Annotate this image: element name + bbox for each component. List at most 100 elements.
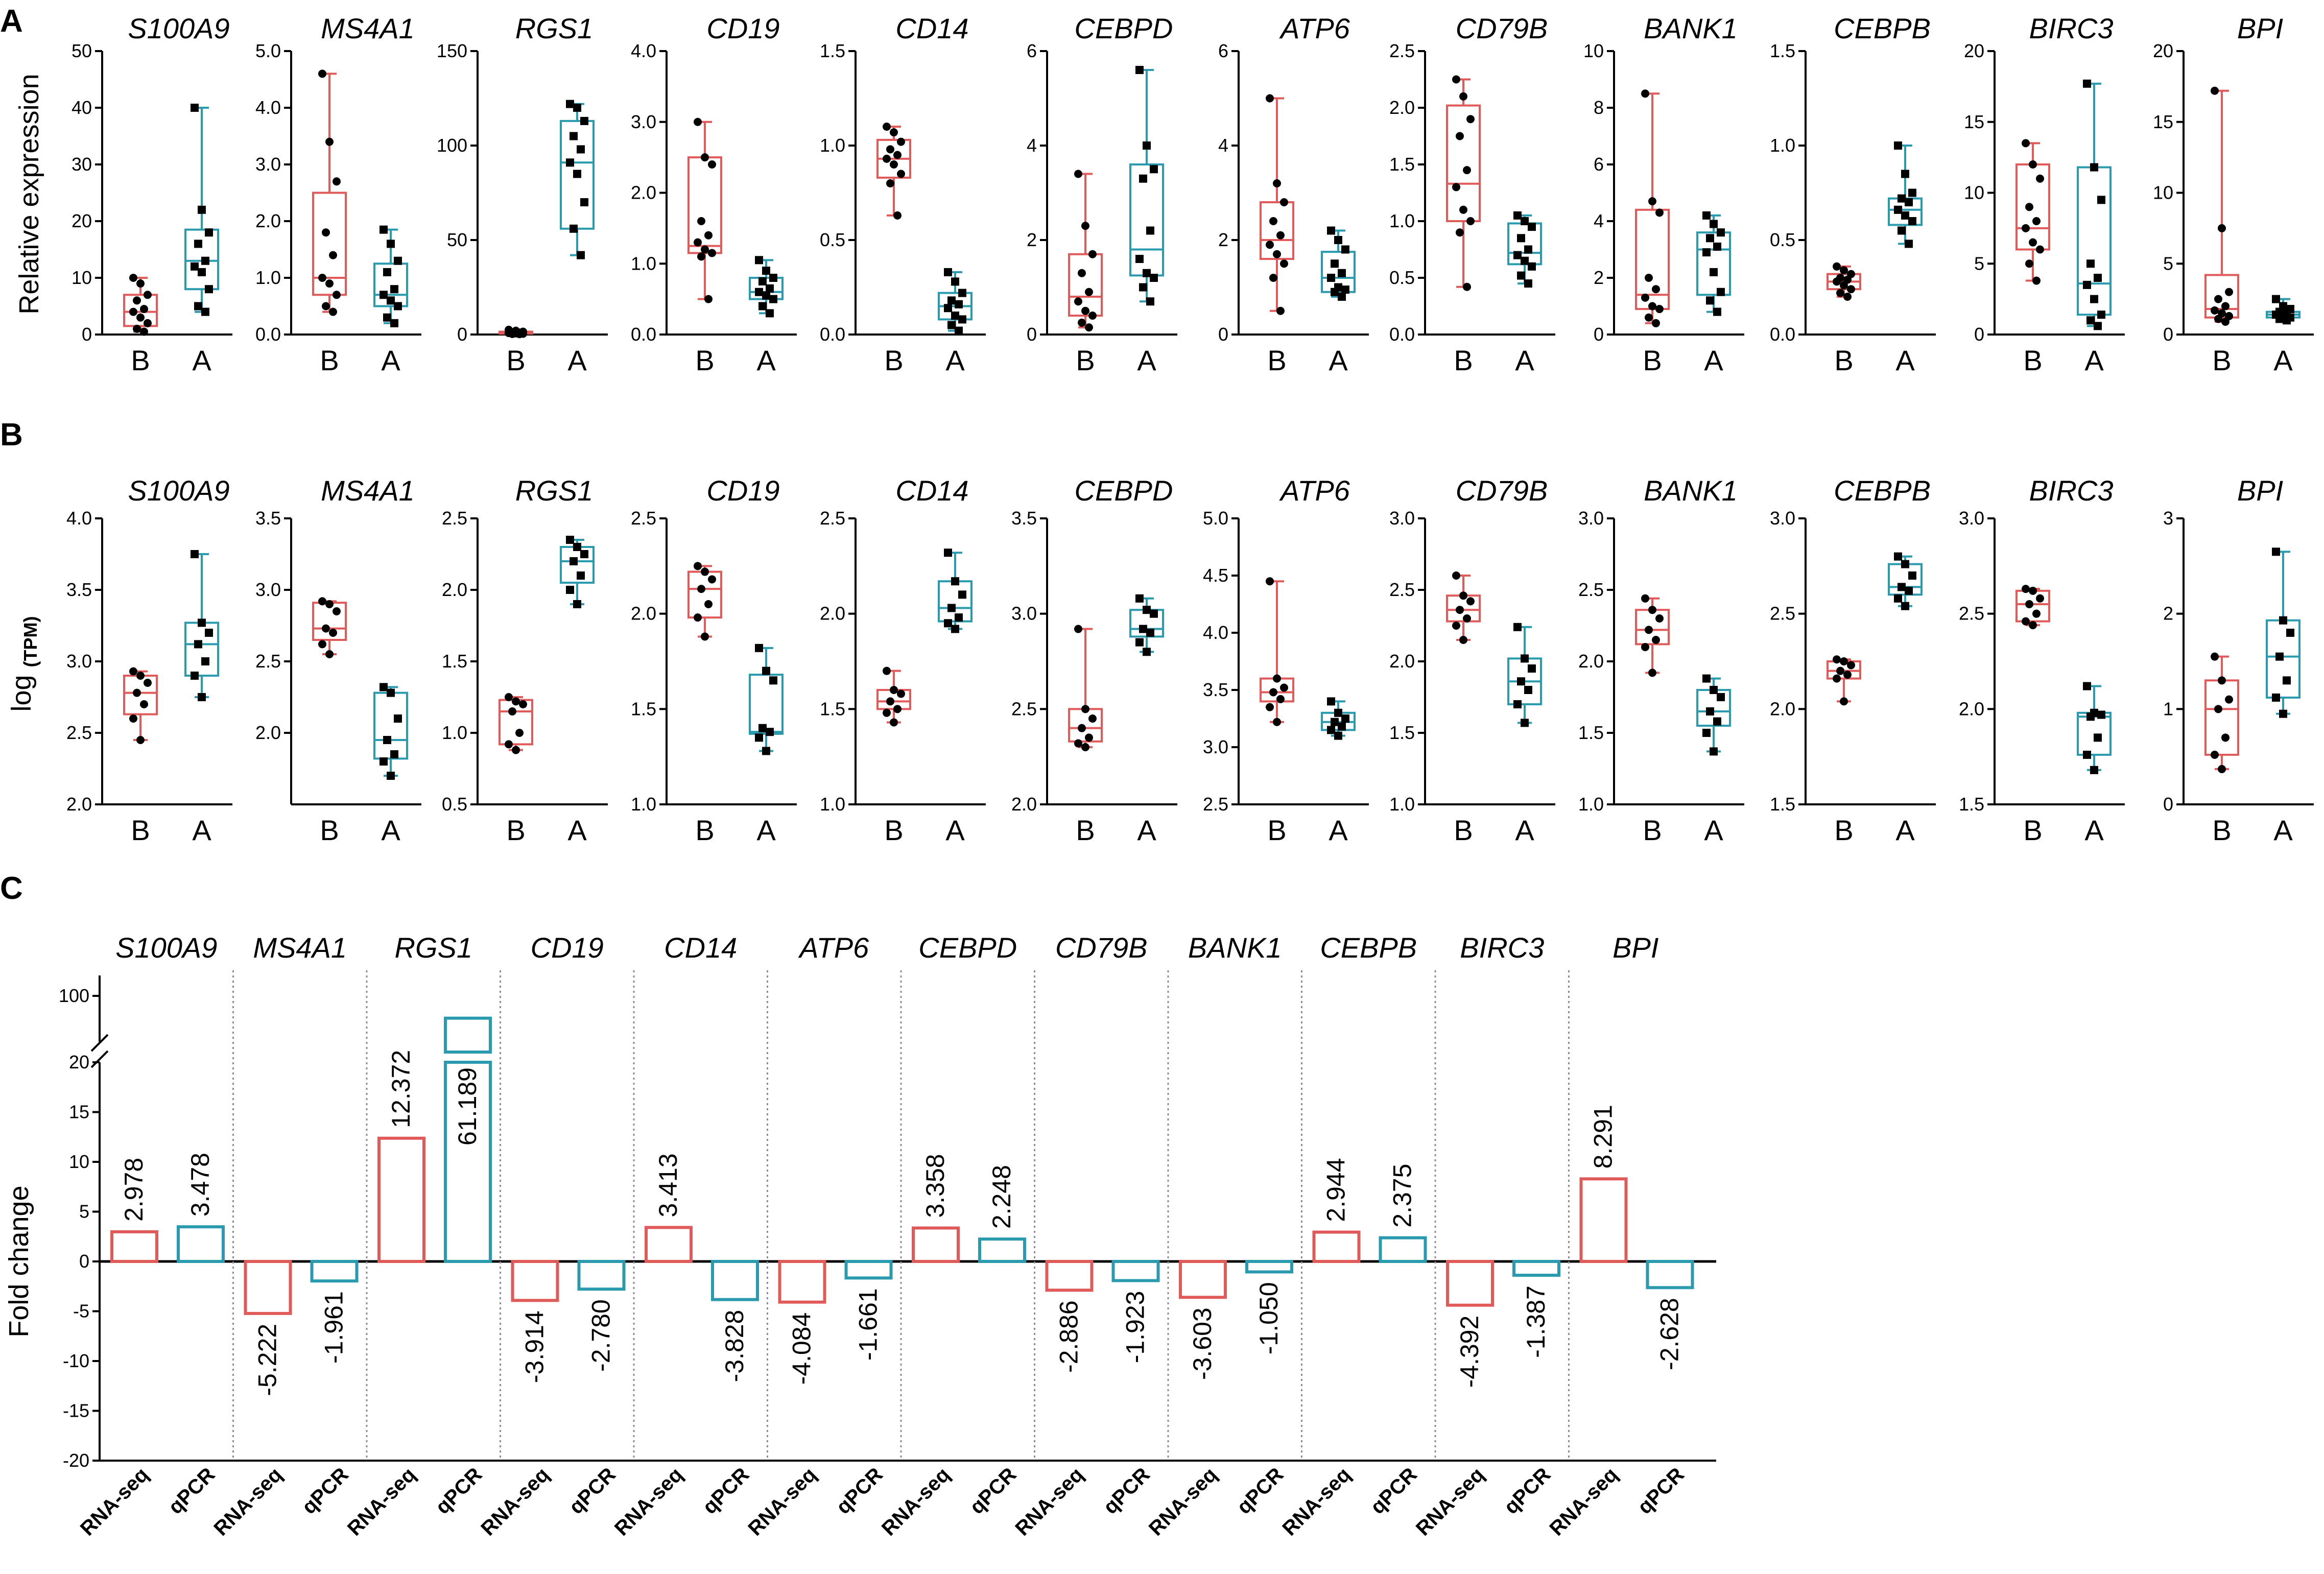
- data-point: [2283, 676, 2291, 685]
- data-point: [2272, 295, 2280, 303]
- y-tick-label: 50: [72, 40, 92, 61]
- box-group-a: [938, 548, 973, 633]
- y-tick-label: 2.0: [66, 794, 92, 815]
- y-tick-label: 1.0: [820, 794, 845, 815]
- data-point: [194, 640, 202, 649]
- box-group-a: [184, 550, 219, 701]
- y-tick-label: 0.0: [1770, 324, 1795, 345]
- data-point: [322, 302, 330, 311]
- data-point: [1717, 693, 1725, 701]
- data-point: [1269, 688, 1277, 697]
- gene-title: CEBPB: [1320, 932, 1417, 964]
- data-point: [1898, 583, 1906, 591]
- bar-qpcr: [310, 1260, 359, 1283]
- data-point: [951, 312, 959, 320]
- boxplot-cd14: CD14 1.0 1.5 2.0 2.5 B A: [820, 474, 986, 846]
- data-point: [1088, 714, 1097, 723]
- data-point: [318, 597, 326, 606]
- data-point: [383, 268, 391, 276]
- data-point: [515, 729, 524, 737]
- y-tick-label: 0.5: [442, 794, 467, 815]
- box-group-a: [749, 643, 784, 755]
- boxplot-cd19: CD19 1.0 1.5 2.0 2.5 B A: [631, 474, 797, 846]
- y-tick-label: 4.5: [1203, 565, 1228, 586]
- data-point: [694, 562, 702, 570]
- gene-title: BANK1: [1644, 12, 1738, 44]
- y-tick-label: 5: [1974, 253, 1984, 274]
- data-point: [2214, 295, 2222, 303]
- data-point: [1452, 622, 1460, 630]
- group-label: A: [1704, 814, 1723, 846]
- y-tick-label: 2.0: [442, 579, 467, 600]
- data-point: [1280, 683, 1288, 692]
- data-point: [1341, 285, 1349, 294]
- data-point: [1905, 198, 1913, 206]
- group-label: A: [1329, 344, 1348, 376]
- data-point: [755, 288, 763, 296]
- boxplot-atp6: ATP6 0 2 4 6 B A: [1218, 12, 1369, 376]
- boxplot-cebpd: CEBPD 2.0 2.5 3.0 3.5 B A: [1011, 474, 1177, 846]
- box-group-a: [1888, 141, 1923, 248]
- y-tick-label: 3.5: [255, 508, 281, 529]
- data-point: [2097, 311, 2105, 319]
- data-point: [1088, 250, 1097, 258]
- x-method-label: RNA-seq: [744, 1463, 821, 1540]
- y-axis-title-sub: (TPM): [20, 616, 41, 667]
- data-point: [1266, 577, 1274, 586]
- panel-b-boxplots: S100A9 2.0 2.5 3.0 3.5 4.0 B A MS4A1 2.0 2.5 3.0 3.5…: [6, 474, 2314, 846]
- data-point: [1524, 245, 1532, 254]
- y-tick-label: 3.5: [66, 579, 92, 600]
- data-point: [2032, 609, 2041, 618]
- data-point: [886, 145, 894, 154]
- data-point: [1905, 240, 1913, 248]
- gene-title: BIRC3: [1460, 932, 1544, 964]
- bar-rna-seq: [912, 1226, 960, 1263]
- data-point: [512, 697, 520, 706]
- data-point: [380, 225, 388, 234]
- data-point: [893, 211, 902, 220]
- data-point: [2025, 203, 2033, 211]
- data-point: [198, 618, 206, 627]
- data-point: [1513, 211, 1522, 220]
- gene-title: CD79B: [1055, 932, 1148, 964]
- data-point: [701, 245, 709, 254]
- data-point: [205, 228, 213, 237]
- data-point: [897, 137, 905, 146]
- data-point: [944, 548, 952, 557]
- y-tick-label: 3.0: [1578, 508, 1604, 529]
- y-tick-label: 1.0: [631, 794, 656, 815]
- group-label: B: [506, 344, 525, 376]
- y-tick-label: 3.5: [1011, 508, 1037, 529]
- data-point: [191, 262, 199, 271]
- data-label: -3.914: [520, 1310, 549, 1383]
- boxplot-ms4a1: MS4A1 0.0 1.0 2.0 3.0 4.0 5.0 B A: [255, 12, 421, 376]
- y-tick-label: 2.0: [1389, 651, 1415, 672]
- x-method-label: qPCR: [565, 1463, 620, 1518]
- data-point: [129, 667, 137, 676]
- data-point: [1150, 609, 1158, 618]
- data-point: [1273, 250, 1281, 258]
- y-tick-label: 10: [1583, 40, 1604, 61]
- bar-qpcr-upper: [444, 1016, 492, 1054]
- boxplot-cebpb: CEBPB 1.5 2.0 2.5 3.0 B A: [1770, 474, 1936, 846]
- data-point: [1648, 302, 1656, 311]
- gene-title: CEBPB: [1834, 474, 1931, 507]
- box-group-b: [1827, 262, 1861, 301]
- data-point: [1078, 724, 1086, 732]
- iqr-box: [373, 691, 408, 760]
- data-point: [1641, 643, 1649, 651]
- data-point: [1648, 606, 1656, 614]
- data-point: [508, 329, 516, 338]
- data-point: [766, 309, 774, 318]
- data-point: [387, 772, 395, 780]
- iqr-box: [2204, 679, 2239, 756]
- data-point: [194, 240, 202, 248]
- box-group-a: [2266, 295, 2301, 325]
- data-point: [1847, 285, 1855, 294]
- y-tick-label: 2.0: [255, 210, 281, 231]
- iqr-box: [184, 622, 219, 677]
- data-point: [1135, 66, 1144, 74]
- data-point: [758, 302, 767, 311]
- data-point: [2218, 676, 2226, 685]
- data-point: [1840, 697, 1848, 706]
